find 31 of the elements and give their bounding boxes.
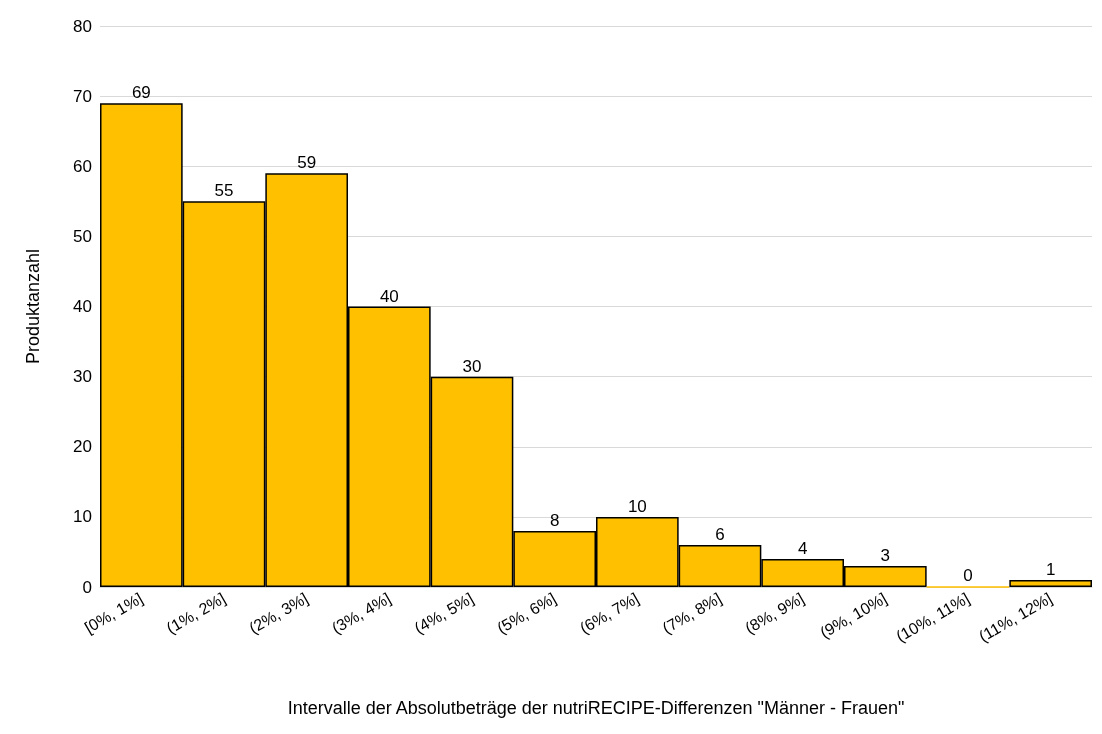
x-tick-label: (7%, 8%] (659, 589, 725, 637)
x-tick-label: (2%, 3%] (246, 589, 311, 637)
data-label: 3 (880, 545, 891, 565)
data-label: 40 (379, 286, 399, 306)
data-label: 6 (715, 524, 725, 544)
y-tick-label: 10 (73, 507, 92, 527)
data-label: 8 (549, 510, 560, 530)
data-label: 55 (214, 181, 234, 201)
x-tick-label: (5%, 6%] (494, 589, 559, 637)
data-label: 1 (1045, 559, 1056, 579)
data-label: 10 (627, 496, 647, 516)
y-tick-label: 70 (73, 86, 92, 106)
data-label: 59 (297, 153, 317, 173)
x-tick-label: (6%, 7%] (576, 589, 642, 637)
x-axis-title: Intervalle der Absolutbeträge der nutriRECIPE-Differenzen "Männer - Frauen" (287, 698, 905, 718)
data-label: 69 (131, 83, 151, 103)
y-tick-label: 40 (73, 297, 92, 316)
x-tick-label: (3%, 4%] (328, 589, 394, 637)
y-tick-label: 80 (73, 16, 92, 36)
x-tick-label: (1%, 2%] (163, 589, 229, 637)
y-tick-label: 0 (82, 577, 92, 597)
y-tick-label: 30 (73, 367, 92, 387)
y-tick-label: 20 (73, 437, 92, 457)
x-tick-label: (4%, 5%] (411, 589, 477, 637)
data-label: 4 (797, 538, 808, 558)
y-tick-label: 60 (73, 156, 92, 176)
y-tick-label: 50 (73, 226, 92, 246)
data-label: 30 (462, 356, 482, 376)
y-axis-title: Produktanzahl (23, 248, 43, 365)
x-tick-label: (8%, 9%] (742, 589, 807, 637)
data-label: 0 (963, 566, 973, 586)
